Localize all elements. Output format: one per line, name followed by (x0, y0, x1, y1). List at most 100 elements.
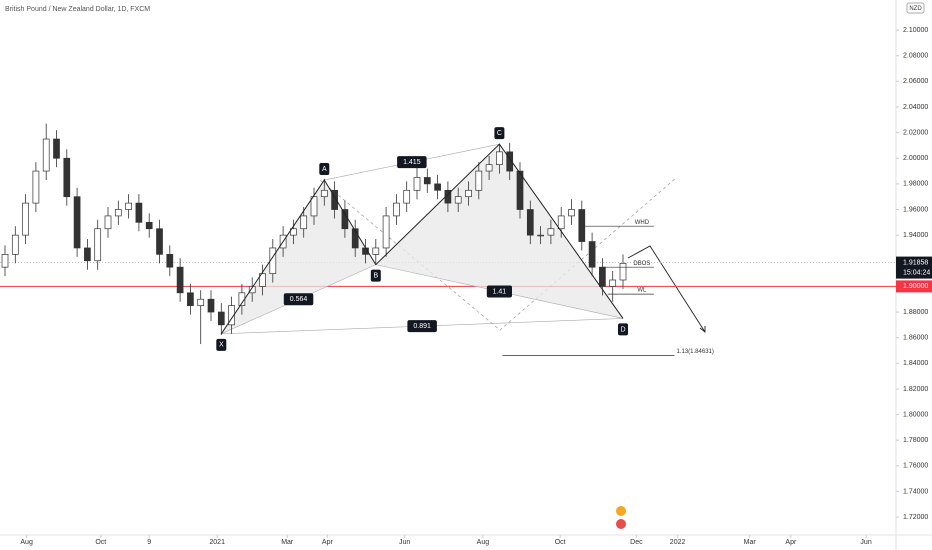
chart-title: British Pound / New Zealand Dollar, 1D, … (5, 6, 150, 13)
candle-body (588, 241, 596, 268)
candle-body (290, 228, 297, 236)
point-label: C (497, 130, 502, 137)
candle-body (166, 254, 174, 268)
x-tick-label: Jun (860, 539, 871, 546)
level-label: 1.13(1.84631) (677, 349, 714, 355)
pattern-fill (221, 180, 376, 334)
candle-body (176, 266, 184, 294)
pattern-fill (375, 144, 623, 319)
x-tick-label: Apr (785, 539, 797, 546)
candle-body (434, 183, 441, 191)
point-label: A (322, 166, 327, 173)
point-box (216, 338, 227, 351)
y-tick-label: 1.96000 (903, 206, 928, 213)
candle-body (259, 273, 266, 287)
x-tick-label: Jun (399, 539, 410, 546)
candle-body (145, 221, 153, 230)
y-tick-label: 2.10000 (903, 27, 928, 34)
x-tick-label: 9 (147, 539, 151, 546)
y-tick-label: 2.02000 (903, 129, 928, 136)
ratio-box (397, 156, 427, 169)
candle-body (557, 215, 565, 230)
candle-body (248, 286, 256, 294)
x-tick-label: 2022 (670, 539, 686, 546)
point-box (494, 127, 505, 140)
point-box (370, 269, 381, 282)
candle-body (393, 202, 400, 217)
candle-body (228, 305, 235, 326)
candle-body (382, 215, 390, 249)
y-tick-label: 1.98000 (903, 181, 928, 188)
candle-body (496, 151, 503, 166)
point-label: B (373, 272, 378, 279)
candle-body (454, 196, 462, 204)
point-box (319, 163, 330, 176)
candle-body (341, 209, 349, 230)
candle-body (63, 157, 71, 198)
level-label: WHD (635, 220, 650, 226)
candle-body (135, 202, 143, 223)
y-tick-label: 1.86000 (903, 335, 928, 342)
candle-body (465, 189, 472, 198)
y-tick-label: 1.88000 (903, 309, 928, 316)
arrow-head (699, 326, 706, 333)
candle-body (207, 298, 215, 313)
ratio-label: 1.41 (493, 288, 507, 295)
candle-body (578, 209, 586, 242)
candle-body (310, 196, 318, 217)
candle-body (537, 234, 544, 237)
candle-body (413, 177, 421, 191)
x-tick-label: Oct (95, 539, 106, 546)
y-tick-label: 1.82000 (903, 386, 928, 393)
dashed-projection (319, 177, 677, 331)
currency: NZD (909, 6, 922, 12)
event-icon (616, 506, 626, 516)
candle-body (331, 189, 338, 210)
candle-body (73, 196, 81, 249)
point-label: X (219, 342, 224, 349)
support-tag-label: 1.90000 (903, 283, 928, 290)
candle-body (300, 215, 308, 230)
candle-body (423, 177, 431, 185)
x-tick-label: Aug (477, 539, 490, 546)
candle-body (197, 298, 205, 306)
candle-body (372, 247, 380, 255)
candle-body (320, 189, 328, 198)
candle-body (351, 228, 359, 249)
ratio-label: 0.891 (413, 323, 431, 330)
point-label: D (620, 326, 625, 333)
candle-body (42, 138, 50, 172)
x-tick-label: Dec (630, 539, 643, 546)
candle-body (619, 262, 627, 281)
projection-arrow (627, 245, 706, 333)
last-price-label: 1.91858 (903, 259, 928, 266)
candle-body (94, 228, 102, 262)
y-tick-label: 1.84000 (903, 360, 928, 367)
y-tick-label: 1.72000 (903, 514, 928, 521)
x-tick-label: 2021 (209, 539, 225, 546)
candle-body (1, 254, 9, 268)
y-tick-label: 2.08000 (903, 53, 928, 60)
x-tick-label: Mar (744, 539, 757, 546)
ratio-label: 0.564 (290, 296, 308, 303)
ratio-box (407, 320, 437, 333)
candle-body (84, 247, 91, 262)
candle-body (125, 202, 132, 210)
x-tick-label: Oct (555, 539, 566, 546)
y-tick-label: 1.94000 (903, 232, 928, 239)
candle-body (609, 279, 617, 287)
y-tick-label: 2.00000 (903, 155, 928, 162)
candle-body (187, 292, 194, 306)
countdown-label: 15:04:24 (903, 269, 930, 276)
y-tick-label: 1.74000 (903, 488, 928, 495)
candle-body (217, 311, 225, 326)
y-tick-label: 2.06000 (903, 78, 928, 85)
candle-body (32, 170, 40, 204)
candle-body (22, 202, 29, 236)
pattern-path (220, 143, 624, 335)
level-label: DBOS (633, 261, 650, 267)
x-tick-label: Mar (281, 539, 294, 546)
y-tick-label: 1.80000 (903, 411, 928, 418)
candle-body (599, 266, 606, 287)
